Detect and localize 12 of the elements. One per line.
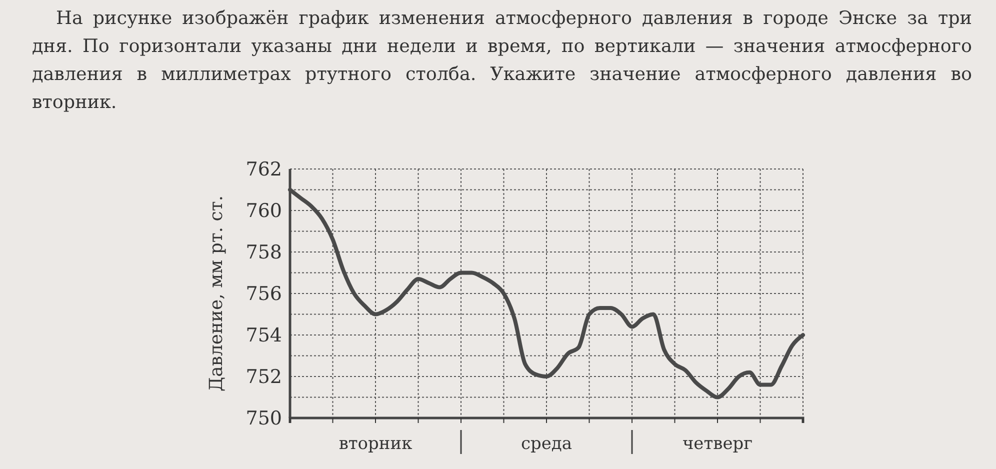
chart-title: На рисунке изображён график изменения атмосферного давления в городе Энске за три дня. По горизонтали указаны дни недели и время, по вертикали — значения атмосферного давления в миллиметрах ртутного столба. Укажите значение атмосферного давления во вторник. xyxy=(32,7,972,115)
y-tick-label: 762 xyxy=(246,158,282,181)
x-tick-label: четверг xyxy=(682,434,753,454)
x-tick-label: вторник xyxy=(338,434,413,454)
y-tick-label: 754 xyxy=(246,324,282,347)
y-tick-label: 752 xyxy=(246,366,282,388)
y-tick-label: 756 xyxy=(246,283,282,306)
y-tick-label: 750 xyxy=(246,408,282,430)
y-tick-label: 758 xyxy=(246,242,282,264)
y-tick-label: 760 xyxy=(246,200,282,222)
x-tick-label: среда xyxy=(520,434,572,454)
y-axis-title: Давление, мм рт. ст. xyxy=(206,195,227,392)
